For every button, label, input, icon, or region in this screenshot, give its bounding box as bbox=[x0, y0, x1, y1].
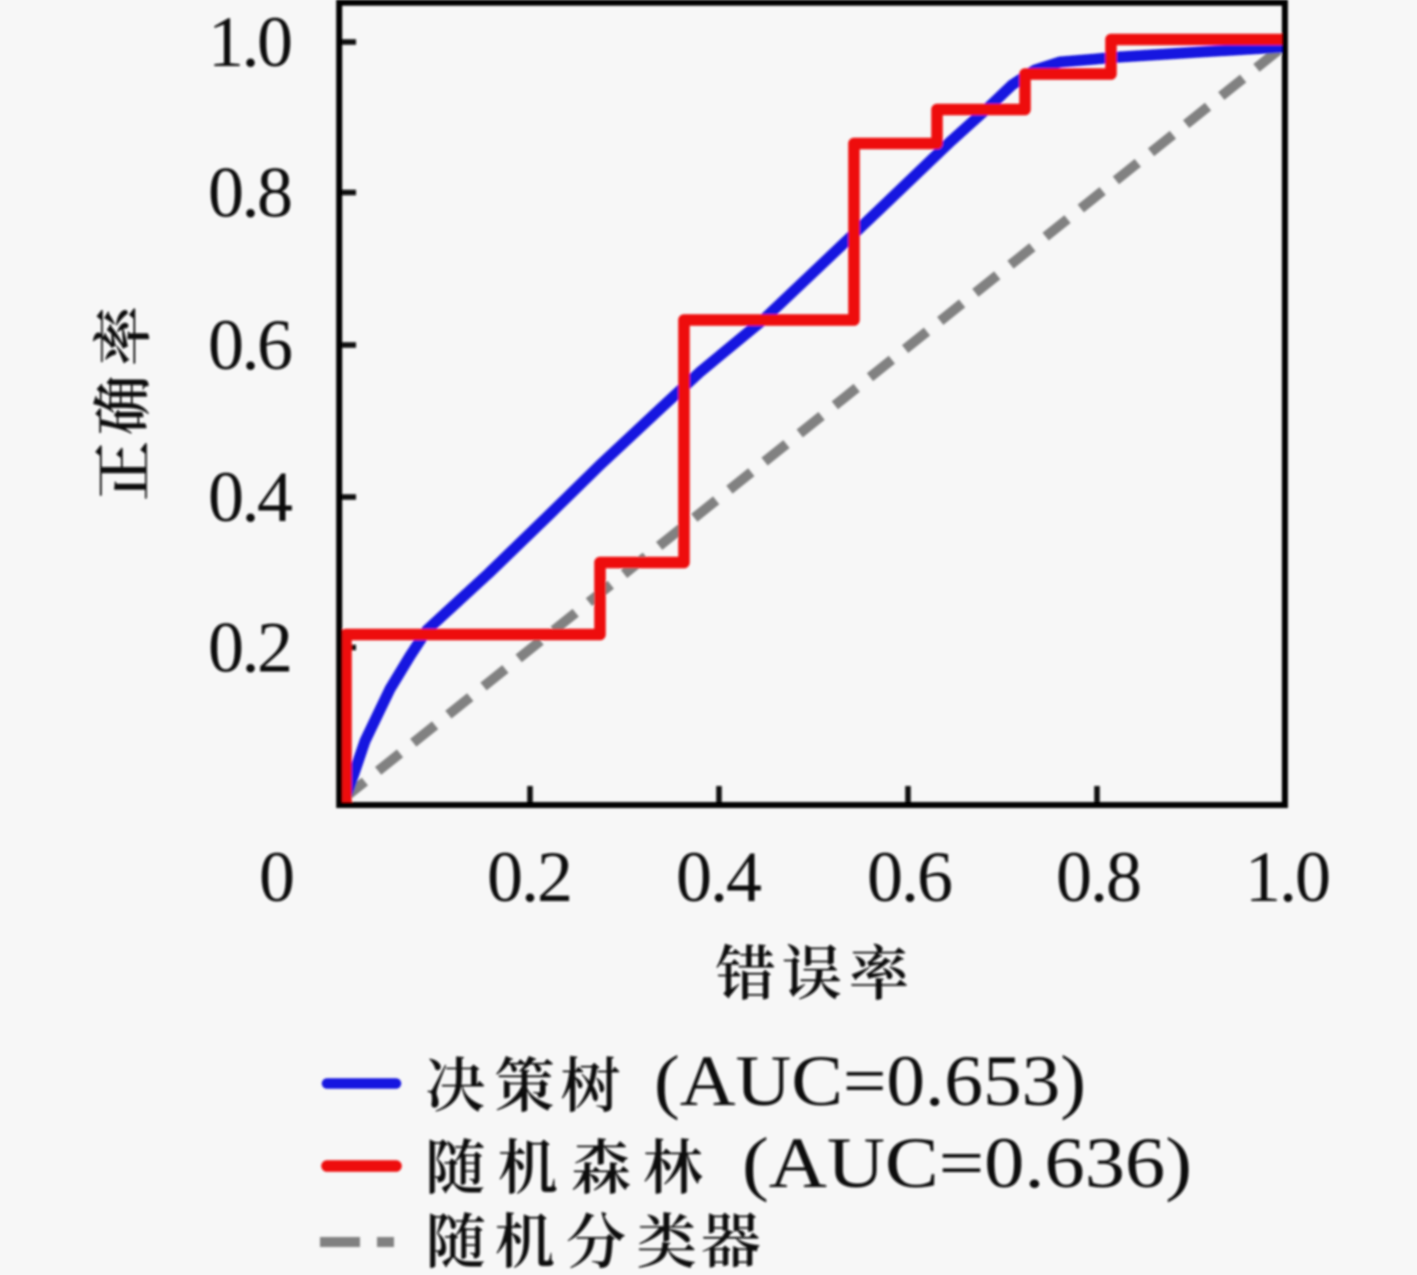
svg-text:0: 0 bbox=[259, 837, 295, 917]
svg-text:0.2: 0.2 bbox=[487, 837, 573, 917]
svg-text:0.4: 0.4 bbox=[676, 837, 762, 917]
svg-text:(AUC=0.636): (AUC=0.636) bbox=[742, 1123, 1192, 1203]
svg-text:0.8: 0.8 bbox=[208, 153, 293, 233]
svg-text:0.6: 0.6 bbox=[208, 305, 293, 385]
svg-text:1.0: 1.0 bbox=[1245, 837, 1331, 917]
svg-text:0.6: 0.6 bbox=[867, 837, 953, 917]
svg-text:0.8: 0.8 bbox=[1056, 837, 1142, 917]
svg-text:1.0: 1.0 bbox=[208, 2, 293, 82]
svg-text:(AUC=0.653): (AUC=0.653) bbox=[654, 1041, 1086, 1121]
svg-text:0.4: 0.4 bbox=[208, 457, 293, 537]
svg-text:0.2: 0.2 bbox=[208, 608, 293, 688]
